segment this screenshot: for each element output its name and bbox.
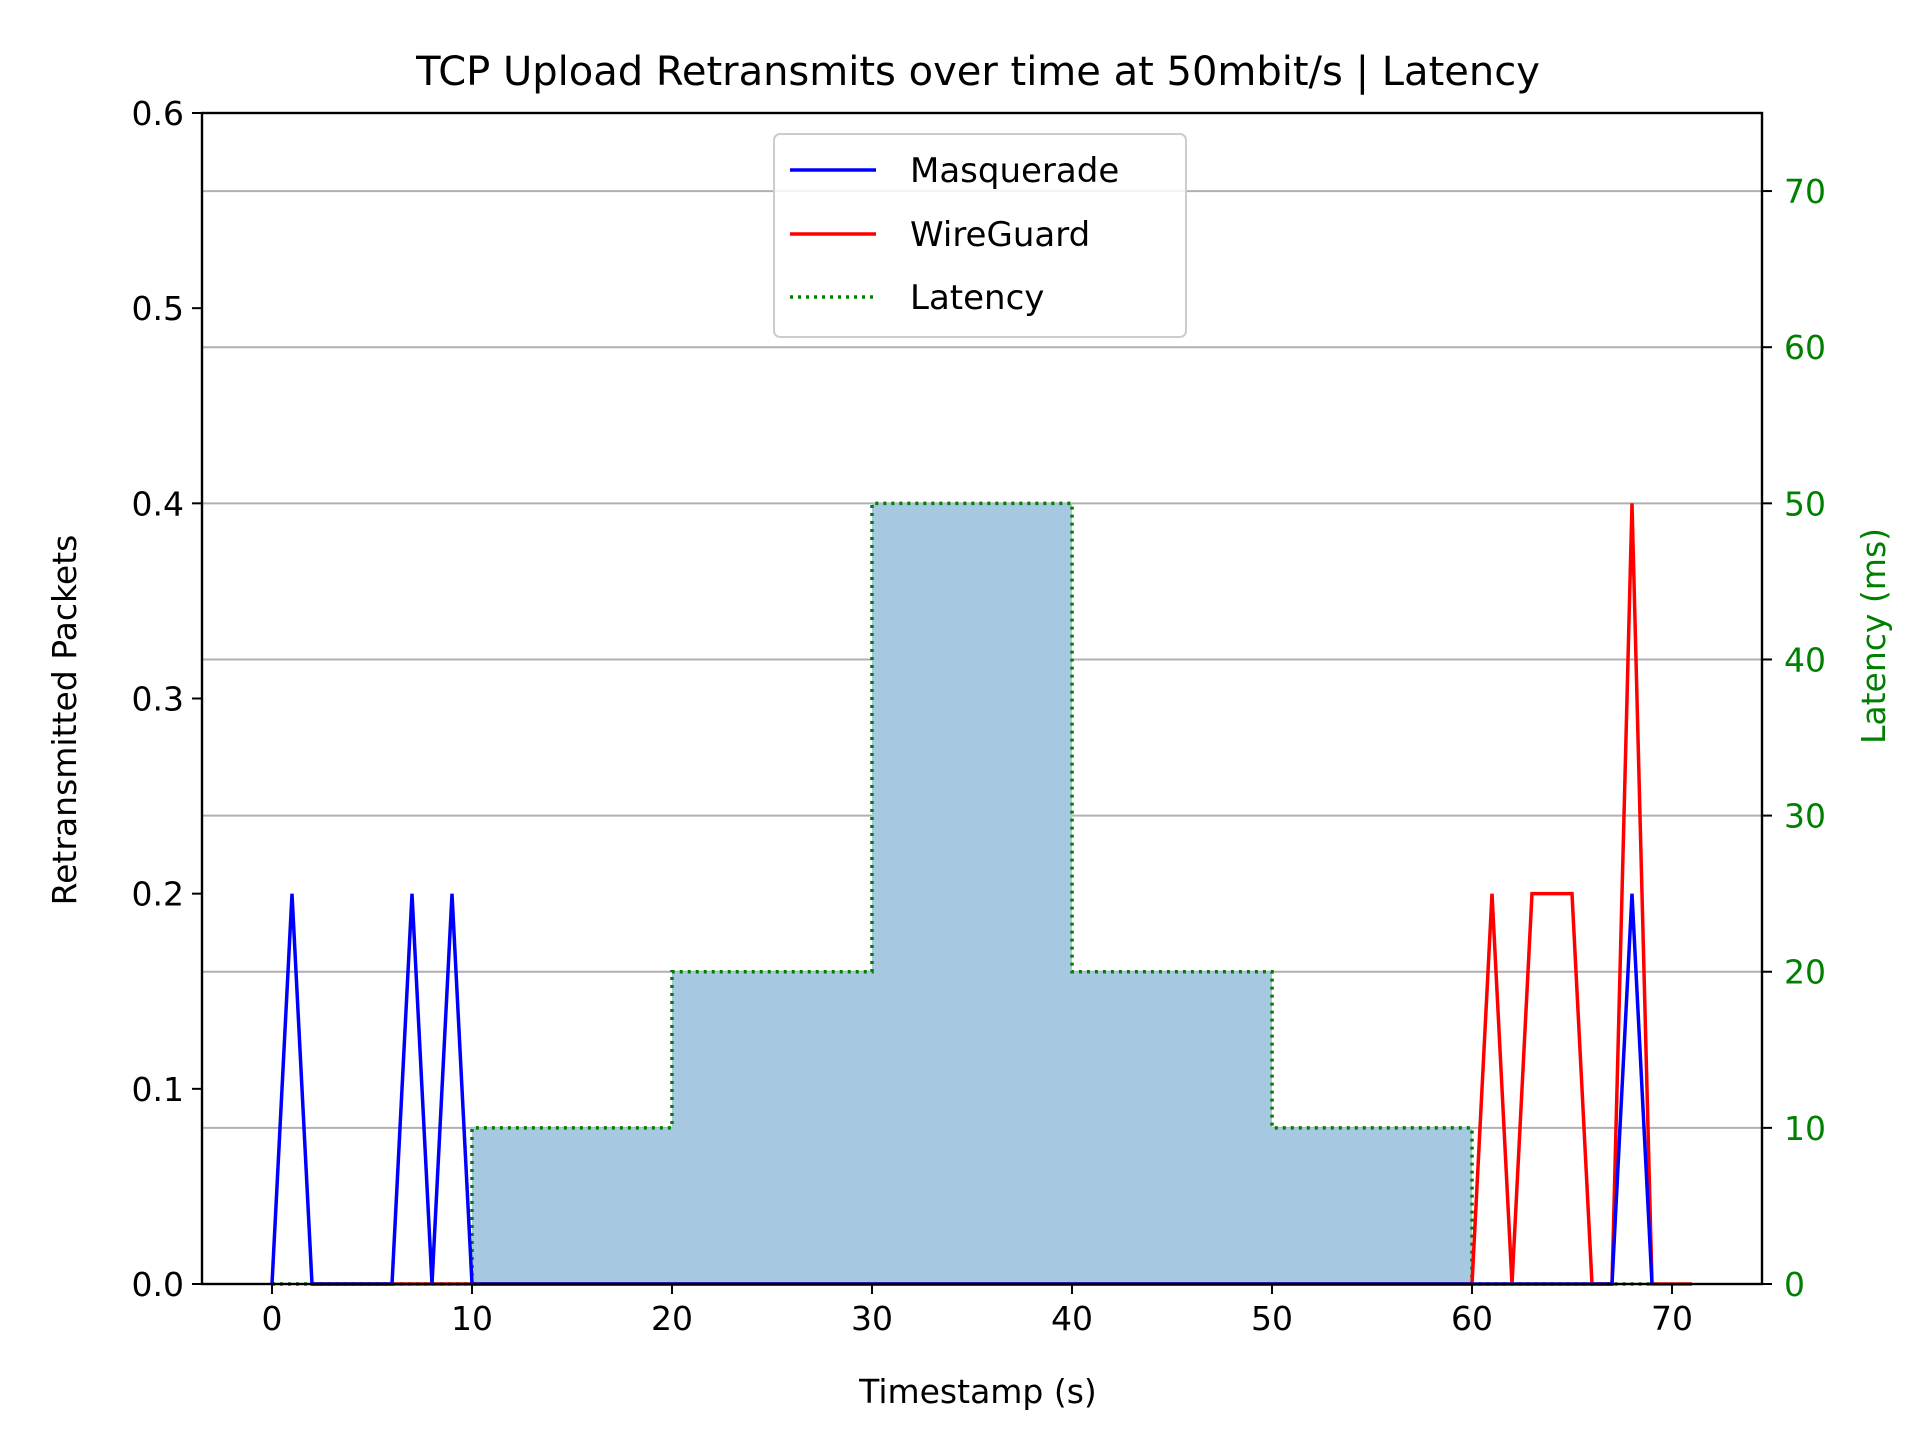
x-tick-label: 40	[1051, 1299, 1093, 1338]
legend-label-masquerade: Masquerade	[910, 151, 1119, 191]
right-y-tick-label: 0	[1784, 1265, 1805, 1304]
right-y-tick-label: 50	[1784, 484, 1826, 523]
legend-box	[773, 133, 1187, 338]
x-axis-ticks: 0 10 20 30 40 50 60 70	[262, 1284, 1693, 1338]
right-y-tick-label: 20	[1784, 953, 1826, 992]
right-y-tick-label: 30	[1784, 797, 1826, 836]
right-y-axis-ticks: 0 10 20 30 40 50 60 70	[1762, 172, 1826, 1304]
x-tick-label: 30	[851, 1299, 893, 1338]
x-tick-label: 20	[651, 1299, 693, 1338]
right-y-tick-label: 60	[1784, 328, 1826, 367]
legend-label-latency: Latency	[910, 278, 1044, 318]
y-tick-label: 0.3	[132, 680, 184, 719]
right-y-tick-label: 40	[1784, 640, 1826, 679]
legend-label-wireguard: WireGuard	[910, 215, 1090, 255]
x-tick-label: 50	[1251, 1299, 1293, 1338]
y-tick-label: 0.1	[132, 1070, 184, 1109]
x-tick-label: 70	[1651, 1299, 1693, 1338]
series-line-latency	[272, 501, 1652, 1286]
left-y-axis-ticks: 0.0 0.1 0.2 0.3 0.4 0.5 0.6	[132, 94, 202, 1304]
legend: Masquerade WireGuard Latency	[773, 133, 1187, 338]
x-axis-title: Timestamp (s)	[858, 1372, 1097, 1411]
y-tick-label: 0.4	[132, 484, 184, 523]
x-tick-label: 0	[262, 1299, 283, 1338]
chart-title: TCP Upload Retransmits over time at 50mb…	[415, 49, 1540, 95]
latency-area	[272, 503, 1652, 1284]
x-tick-label: 10	[451, 1299, 493, 1338]
latency-fill	[272, 503, 1652, 1284]
right-y-tick-label: 70	[1784, 172, 1826, 211]
y-tick-label: 0.0	[132, 1265, 184, 1304]
right-y-tick-label: 10	[1784, 1109, 1826, 1148]
x-tick-label: 60	[1451, 1299, 1493, 1338]
y-tick-label: 0.2	[132, 875, 184, 914]
y-tick-label: 0.5	[132, 289, 184, 328]
y-axis-title: Retransmitted Packets	[45, 535, 84, 906]
y-tick-label: 0.6	[132, 94, 184, 133]
right-y-axis-title: Latency (ms)	[1854, 528, 1893, 744]
